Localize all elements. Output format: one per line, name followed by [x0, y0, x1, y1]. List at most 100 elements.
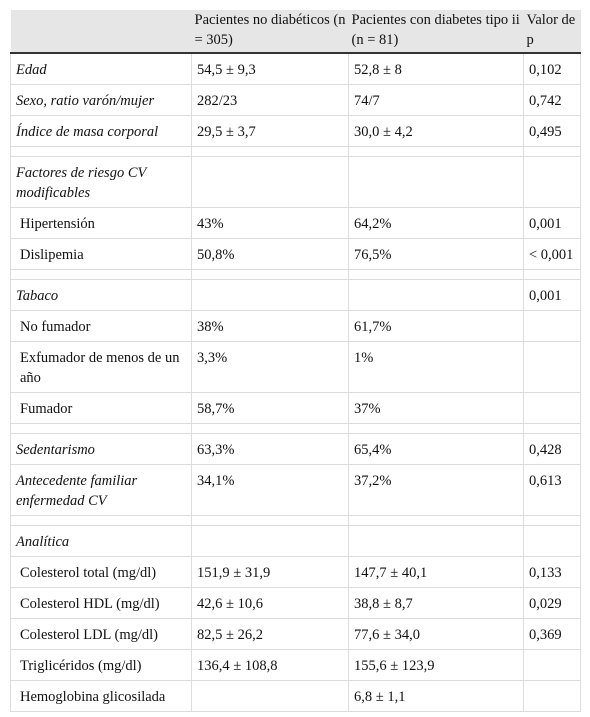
- spacer-cell: [191, 515, 349, 526]
- row-label: Analítica: [10, 525, 192, 557]
- spacer-row: [10, 269, 581, 280]
- table-row: Colesterol HDL (mg/dl) 42,6 ± 10,6 38,8 ± …: [10, 587, 581, 619]
- row-label: Exfumador de menos de un año: [10, 341, 192, 393]
- cell-value: 136,4 ± 108,8: [191, 649, 349, 681]
- cell-value: [523, 649, 581, 681]
- table-row: Triglicéridos (mg/dl) 136,4 ± 108,8 155,6 …: [10, 649, 581, 681]
- cell-value: [348, 525, 524, 557]
- row-label: Hemoglobina glicosilada: [10, 680, 192, 712]
- cell-value: [348, 279, 524, 311]
- header-row: Pacientes no diabéticos (n = 305) Pacien…: [10, 10, 581, 54]
- spacer-cell: [10, 423, 192, 434]
- cell-value: [348, 156, 524, 208]
- row-label: Colesterol LDL (mg/dl): [10, 618, 192, 650]
- cell-value: [191, 525, 349, 557]
- cell-value: 38,8 ± 8,7: [348, 587, 524, 619]
- table-row: Tabaco 0,001: [10, 279, 581, 311]
- table-row: Índice de masa corporal 29,5 ± 3,7 30,0 ± …: [10, 115, 581, 147]
- table-row: No fumador 38% 61,7%: [10, 310, 581, 342]
- row-label: Triglicéridos (mg/dl): [10, 649, 192, 681]
- cell-value: 0,742: [523, 84, 581, 116]
- table-row: Sedentarismo 63,3% 65,4% 0,428: [10, 433, 581, 465]
- cell-value: 50,8%: [191, 238, 349, 270]
- spacer-cell: [523, 269, 581, 280]
- row-label: No fumador: [10, 310, 192, 342]
- cell-value: 38%: [191, 310, 349, 342]
- cell-value: [191, 156, 349, 208]
- spacer-cell: [10, 515, 192, 526]
- cell-value: 37,2%: [348, 464, 524, 516]
- cell-value: 0,495: [523, 115, 581, 147]
- row-label: Hipertensión: [10, 207, 192, 239]
- cell-value: 0,613: [523, 464, 581, 516]
- spacer-cell: [10, 146, 192, 157]
- spacer-cell: [348, 515, 524, 526]
- cell-value: 29,5 ± 3,7: [191, 115, 349, 147]
- cell-value: [523, 525, 581, 557]
- cell-value: 82,5 ± 26,2: [191, 618, 349, 650]
- cell-value: 151,9 ± 31,9: [191, 556, 349, 588]
- row-label: Sedentarismo: [10, 433, 192, 465]
- cell-value: [523, 310, 581, 342]
- table-header: Pacientes no diabéticos (n = 305) Pacien…: [10, 10, 581, 54]
- table-row: Sexo, ratio varón/mujer 282/23 74/7 0,742: [10, 84, 581, 116]
- cell-value: 74/7: [348, 84, 524, 116]
- table-body: Edad 54,5 ± 9,3 52,8 ± 8 0,102 Sexo, ratio v…: [10, 52, 581, 712]
- spacer-cell: [523, 423, 581, 434]
- header-cell: Pacientes no diabéticos (n = 305): [191, 10, 349, 54]
- table-row: Exfumador de menos de un año 3,3% 1%: [10, 341, 581, 393]
- cell-value: [191, 680, 349, 712]
- header-cell: Pacientes con diabetes tipo ii (n = 81): [348, 10, 524, 54]
- cell-value: 76,5%: [348, 238, 524, 270]
- cell-value: 64,2%: [348, 207, 524, 239]
- cell-value: [523, 156, 581, 208]
- data-table: Pacientes no diabéticos (n = 305) Pacien…: [10, 10, 581, 712]
- cell-value: < 0,001: [523, 238, 581, 270]
- cell-value: 0,029: [523, 587, 581, 619]
- row-label: Factores de riesgo CV modificables: [10, 156, 192, 208]
- header-cell: Valor de p: [523, 10, 581, 54]
- cell-value: 43%: [191, 207, 349, 239]
- cell-value: 0,001: [523, 279, 581, 311]
- cell-value: 63,3%: [191, 433, 349, 465]
- table-row: Fumador 58,7% 37%: [10, 392, 581, 424]
- table-row: Hemoglobina glicosilada 6,8 ± 1,1: [10, 680, 581, 712]
- table-row: Hipertensión 43% 64,2% 0,001: [10, 207, 581, 239]
- cell-value: 61,7%: [348, 310, 524, 342]
- cell-value: 147,7 ± 40,1: [348, 556, 524, 588]
- table-row: Factores de riesgo CV modificables: [10, 156, 581, 208]
- cell-value: 3,3%: [191, 341, 349, 393]
- cell-value: 77,6 ± 34,0: [348, 618, 524, 650]
- row-label: Colesterol HDL (mg/dl): [10, 587, 192, 619]
- spacer-cell: [348, 146, 524, 157]
- cell-value: 0,102: [523, 52, 581, 85]
- spacer-cell: [523, 515, 581, 526]
- cell-value: 65,4%: [348, 433, 524, 465]
- table-row: Edad 54,5 ± 9,3 52,8 ± 8 0,102: [10, 52, 581, 85]
- cell-value: [523, 341, 581, 393]
- spacer-cell: [348, 269, 524, 280]
- cell-value: 54,5 ± 9,3: [191, 52, 349, 85]
- cell-value: 0,428: [523, 433, 581, 465]
- row-label: Edad: [10, 52, 192, 85]
- spacer-cell: [523, 146, 581, 157]
- table-row: Antecedente familiar enfermedad CV 34,1% 3…: [10, 464, 581, 516]
- cell-value: [523, 392, 581, 424]
- cell-value: 58,7%: [191, 392, 349, 424]
- spacer-cell: [191, 423, 349, 434]
- cell-value: [191, 279, 349, 311]
- cell-value: 30,0 ± 4,2: [348, 115, 524, 147]
- table-row: Analítica: [10, 525, 581, 557]
- spacer-cell: [191, 146, 349, 157]
- row-label: Índice de masa corporal: [10, 115, 192, 147]
- spacer-row: [10, 423, 581, 434]
- cell-value: 0,001: [523, 207, 581, 239]
- spacer-row: [10, 515, 581, 526]
- row-label: Dislipemia: [10, 238, 192, 270]
- table-row: Colesterol total (mg/dl) 151,9 ± 31,9 147,…: [10, 556, 581, 588]
- cell-value: 0,133: [523, 556, 581, 588]
- cell-value: 1%: [348, 341, 524, 393]
- spacer-row: [10, 146, 581, 157]
